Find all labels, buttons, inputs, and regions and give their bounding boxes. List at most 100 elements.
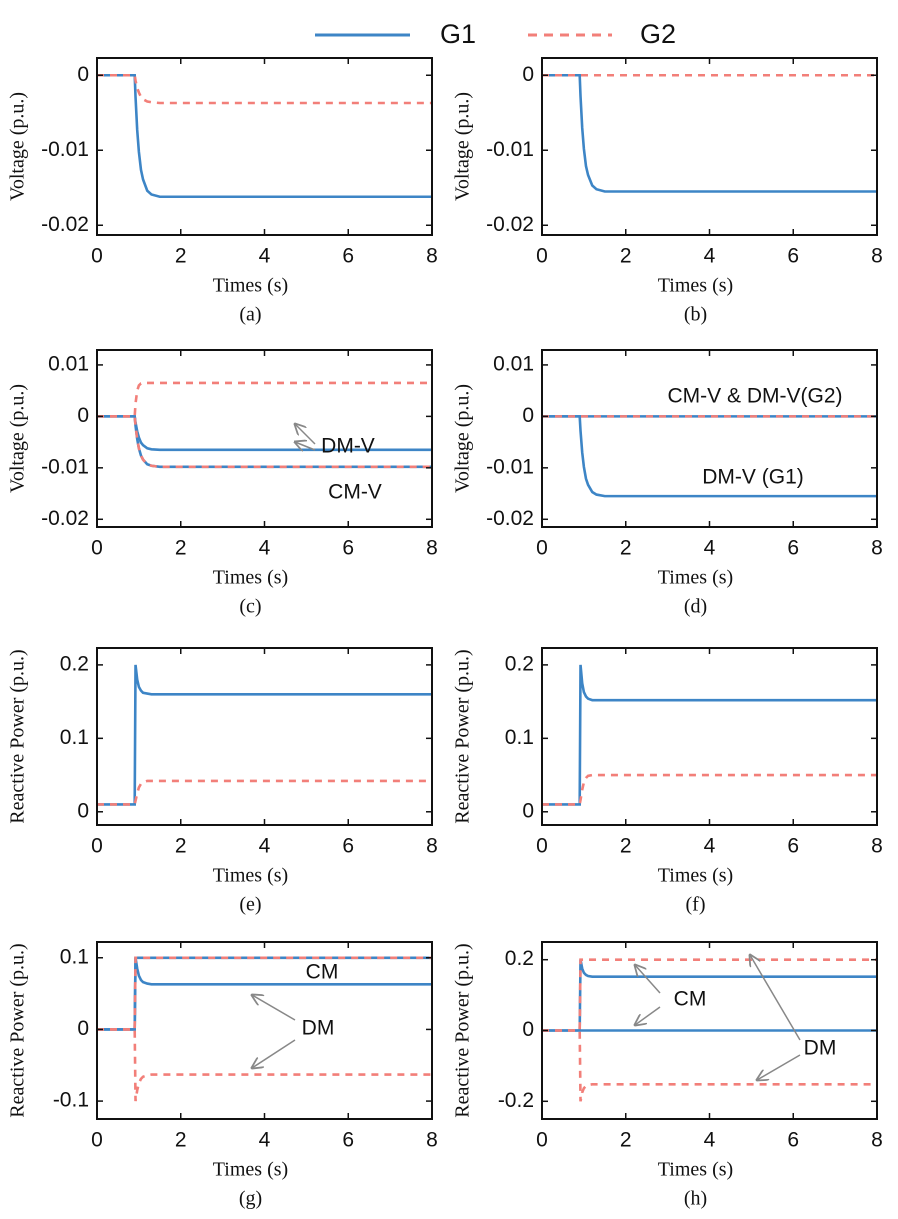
plot-frame xyxy=(541,349,878,528)
series-line xyxy=(97,415,432,452)
y-tick-label: -0.01 xyxy=(41,455,89,478)
x-tick-label: 0 xyxy=(536,835,548,858)
x-axis-label: Times (s) xyxy=(213,567,288,589)
x-tick-label: 8 xyxy=(426,835,438,858)
annotation: CM xyxy=(674,988,707,1011)
y-tick-label: -0.01 xyxy=(41,138,89,161)
y-tick-label: 0.1 xyxy=(60,726,89,749)
y-axis-label: Reactive Power (p.u.) xyxy=(7,943,29,1117)
x-tick-label: 8 xyxy=(871,1129,883,1152)
plot-frame xyxy=(96,57,433,236)
x-axis-label: Times (s) xyxy=(213,1159,288,1181)
caption: (a) xyxy=(239,304,261,326)
x-tick-label: 6 xyxy=(342,1129,354,1152)
y-axis-label: Voltage (p.u.) xyxy=(452,384,474,493)
caption: (d) xyxy=(684,596,707,618)
x-tick-label: 6 xyxy=(342,835,354,858)
x-tick-label: 4 xyxy=(704,245,716,268)
series-line xyxy=(542,773,877,806)
y-tick-label: 0.2 xyxy=(505,947,534,970)
y-tick-label: 0 xyxy=(522,1018,534,1041)
y-tick-label: -0.02 xyxy=(41,507,89,530)
x-tick-label: 2 xyxy=(620,537,632,560)
annotation: DM xyxy=(804,1037,837,1060)
x-tick-label: 0 xyxy=(91,835,103,858)
x-tick-label: 0 xyxy=(91,537,103,560)
y-tick-label: 0 xyxy=(522,799,534,822)
annotation: CM-V xyxy=(328,481,382,504)
series-line xyxy=(542,73,877,193)
annotation: CM-V & DM-V(G2) xyxy=(668,385,843,408)
x-tick-label: 2 xyxy=(175,537,187,560)
x-tick-label: 0 xyxy=(536,1129,548,1152)
y-tick-label: 0.01 xyxy=(48,352,89,375)
x-tick-label: 0 xyxy=(91,1129,103,1152)
x-tick-label: 8 xyxy=(426,1129,438,1152)
series-line xyxy=(97,957,432,1031)
caption: (b) xyxy=(684,304,707,326)
x-tick-label: 8 xyxy=(871,245,883,268)
y-tick-label: 0 xyxy=(77,404,89,427)
caption: (c) xyxy=(239,596,261,618)
y-axis-label: Voltage (p.u.) xyxy=(452,92,474,201)
annotation-arrow xyxy=(295,442,316,450)
annotation: DM xyxy=(302,1017,335,1040)
series-line xyxy=(542,1029,877,1102)
x-tick-label: 8 xyxy=(871,835,883,858)
x-tick-label: 4 xyxy=(704,1129,716,1152)
y-tick-label: 0 xyxy=(77,63,89,86)
series-line xyxy=(97,73,432,199)
y-tick-label: 0 xyxy=(77,799,89,822)
x-tick-label: 6 xyxy=(787,245,799,268)
x-tick-label: 2 xyxy=(175,245,187,268)
caption: (f) xyxy=(686,894,706,916)
series-line xyxy=(97,1028,432,1102)
x-axis-label: Times (s) xyxy=(658,1159,733,1181)
plot-frame xyxy=(96,941,433,1120)
caption: (h) xyxy=(684,1188,707,1210)
y-tick-label: 0 xyxy=(77,1017,89,1040)
plot-frame xyxy=(541,57,878,236)
series-line xyxy=(542,958,877,1032)
annotation-arrow xyxy=(635,1006,661,1025)
x-tick-label: 0 xyxy=(91,245,103,268)
x-axis-label: Times (s) xyxy=(658,275,733,297)
caption: (g) xyxy=(239,1188,262,1210)
y-axis-label: Voltage (p.u.) xyxy=(7,384,29,493)
y-tick-label: -0.02 xyxy=(41,213,89,236)
y-tick-label: 0.01 xyxy=(493,352,534,375)
y-tick-label: 0 xyxy=(522,404,534,427)
x-tick-label: 4 xyxy=(259,835,271,858)
x-tick-label: 2 xyxy=(620,835,632,858)
x-tick-label: 4 xyxy=(259,537,271,560)
x-tick-label: 8 xyxy=(426,245,438,268)
y-tick-label: -0.02 xyxy=(486,507,534,530)
y-tick-label: -0.02 xyxy=(486,213,534,236)
series-line xyxy=(542,415,877,498)
y-axis-label: Reactive Power (p.u.) xyxy=(7,649,29,823)
series-line xyxy=(97,779,432,806)
series-line xyxy=(542,959,877,1032)
annotation: DM-V xyxy=(321,435,375,458)
legend-label: G2 xyxy=(640,19,676,49)
series-line xyxy=(97,381,432,418)
x-axis-label: Times (s) xyxy=(658,567,733,589)
series-line xyxy=(97,73,432,105)
y-tick-label: -0.2 xyxy=(498,1089,534,1112)
x-tick-label: 2 xyxy=(620,1129,632,1152)
y-tick-label: 0 xyxy=(522,63,534,86)
x-axis-label: Times (s) xyxy=(658,865,733,887)
y-tick-label: 0.1 xyxy=(505,726,534,749)
y-tick-label: 0.1 xyxy=(60,945,89,968)
annotation-arrow xyxy=(635,965,661,994)
x-tick-label: 0 xyxy=(536,245,548,268)
annotation-arrow xyxy=(750,955,801,1041)
annotation-arrow xyxy=(252,1039,296,1068)
x-tick-label: 2 xyxy=(175,1129,187,1152)
y-tick-label: -0.01 xyxy=(486,138,534,161)
x-tick-label: 8 xyxy=(871,537,883,560)
series-line xyxy=(97,956,432,1031)
x-tick-label: 4 xyxy=(259,245,271,268)
annotation-arrow xyxy=(757,1054,801,1080)
x-tick-label: 2 xyxy=(620,245,632,268)
